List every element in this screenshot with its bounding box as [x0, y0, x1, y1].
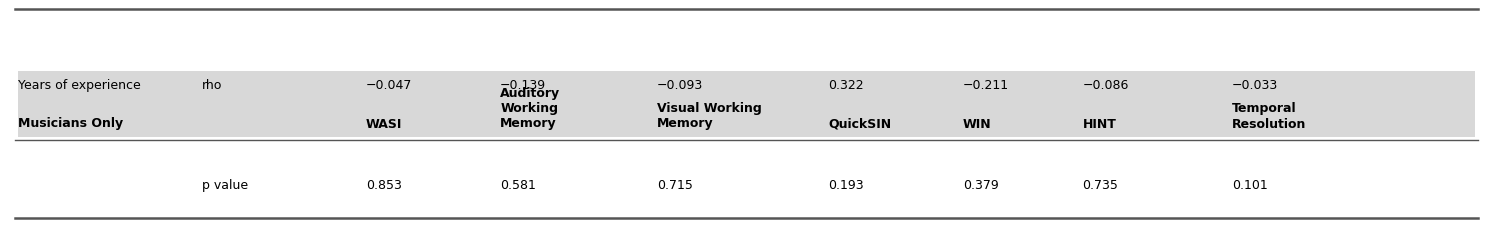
Text: 0.715: 0.715	[657, 179, 693, 192]
Text: 0.322: 0.322	[829, 79, 864, 92]
Text: 0.853: 0.853	[366, 179, 402, 192]
Text: −0.211: −0.211	[963, 79, 1009, 92]
Text: −0.047: −0.047	[366, 79, 412, 92]
Text: 0.581: 0.581	[500, 179, 536, 192]
Text: −0.139: −0.139	[500, 79, 546, 92]
Text: −0.093: −0.093	[657, 79, 703, 92]
Text: HINT: HINT	[1082, 117, 1117, 130]
Text: −0.033: −0.033	[1232, 79, 1278, 92]
Text: WASI: WASI	[366, 117, 402, 130]
Text: Temporal
Resolution: Temporal Resolution	[1232, 102, 1306, 130]
Text: rho: rho	[202, 79, 222, 92]
Text: 0.101: 0.101	[1232, 179, 1268, 192]
Text: 0.735: 0.735	[1082, 179, 1118, 192]
Text: −0.086: −0.086	[1082, 79, 1129, 92]
Text: Visual Working
Memory: Visual Working Memory	[657, 102, 761, 130]
Text: p value: p value	[202, 179, 248, 192]
Text: Years of experience: Years of experience	[18, 79, 140, 92]
Text: 0.193: 0.193	[829, 179, 864, 192]
Text: Musicians Only: Musicians Only	[18, 117, 122, 130]
Text: Auditory
Working
Memory: Auditory Working Memory	[500, 86, 560, 130]
Text: WIN: WIN	[963, 117, 991, 130]
Text: 0.379: 0.379	[963, 179, 999, 192]
Text: QuickSIN: QuickSIN	[829, 117, 891, 130]
Bar	[18, 71, 1475, 137]
